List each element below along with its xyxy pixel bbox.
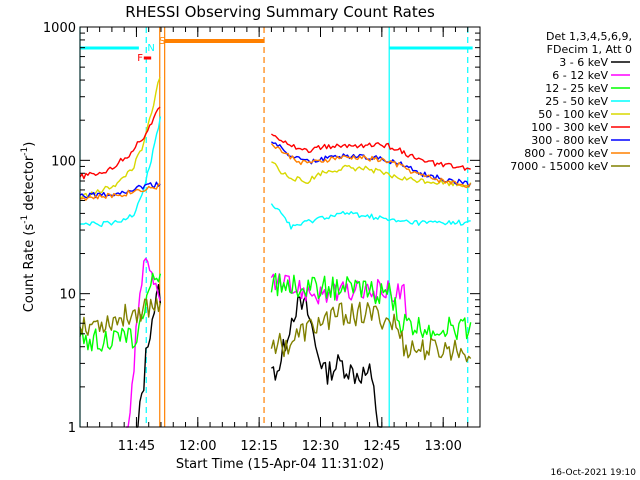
legend-entry-label: 800 - 7000 keV [524, 147, 608, 160]
series-line-5-0 [79, 106, 161, 180]
annotation-label-n: N [147, 43, 154, 54]
y-axis: 1 10 100 1000 [43, 21, 480, 436]
x-axis-label: Start Time (15-Apr-04 11:31:02) [176, 457, 384, 472]
legend-entry-label: 12 - 25 keV [545, 82, 608, 95]
series-line-7-0 [79, 183, 161, 201]
legend-entry-label: 25 - 50 keV [545, 95, 608, 108]
y-tick-label: 1 [68, 421, 76, 436]
x-tick-label: 12:15 [240, 439, 277, 454]
x-tick-label: 11:45 [118, 439, 155, 454]
series-line-4-1 [271, 161, 472, 189]
series-line-1-23 [126, 257, 161, 428]
series-line-2-1 [270, 272, 472, 341]
series-line-6-0 [79, 181, 161, 199]
chart-title: RHESSI Observing Summary Count Rates [125, 3, 435, 21]
x-tick-label: 12:00 [179, 439, 216, 454]
series-line-6-1 [270, 141, 472, 187]
y-axis-label: Count Rate (s-1 detector-1) [20, 142, 37, 313]
series-line-2-0 [79, 272, 162, 352]
annotation-label-f: F [137, 53, 143, 64]
footer-timestamp: 16-Oct-2021 19:10 [551, 468, 637, 478]
legend-header-line: Det 1,3,4,5,6,9, [546, 30, 632, 43]
plot-frame [79, 26, 481, 428]
y-tick-label: 100 [51, 154, 76, 169]
legend-header-line: FDecim 1, Att 0 [547, 43, 632, 56]
legend-entry-label: 3 - 6 keV [559, 56, 608, 69]
x-tick-label: 12:30 [302, 439, 339, 454]
plot-area: FNS [79, 27, 473, 428]
series-line-8-0 [79, 297, 162, 336]
series-line-8-1 [270, 301, 472, 363]
x-axis: 11:45 12:00 12:15 12:30 12:45 13:00 [86, 27, 469, 454]
series-line-3-0 [79, 116, 162, 228]
series-line-0-29 [271, 295, 383, 428]
series-line-5-1 [270, 133, 471, 171]
series-line-0-28 [136, 284, 162, 428]
legend-entry-label: 6 - 12 keV [552, 69, 608, 82]
legend-entry-label: 50 - 100 keV [538, 108, 608, 121]
legend: Det 1,3,4,5,6,9,FDecim 1, Att 03 - 6 keV… [510, 30, 632, 173]
x-tick-label: 12:45 [363, 439, 400, 454]
annotation-label-s: S [159, 36, 165, 47]
x-tick-label: 13:00 [424, 439, 461, 454]
series-line-7-1 [270, 143, 472, 189]
y-tick-label: 10 [59, 288, 76, 303]
legend-entry-label: 100 - 300 keV [531, 121, 608, 134]
legend-entry-label: 7000 - 15000 keV [510, 160, 608, 173]
legend-entry-label: 300 - 800 keV [531, 134, 608, 147]
series-line-3-1 [270, 203, 471, 230]
y-tick-label: 1000 [43, 21, 76, 36]
